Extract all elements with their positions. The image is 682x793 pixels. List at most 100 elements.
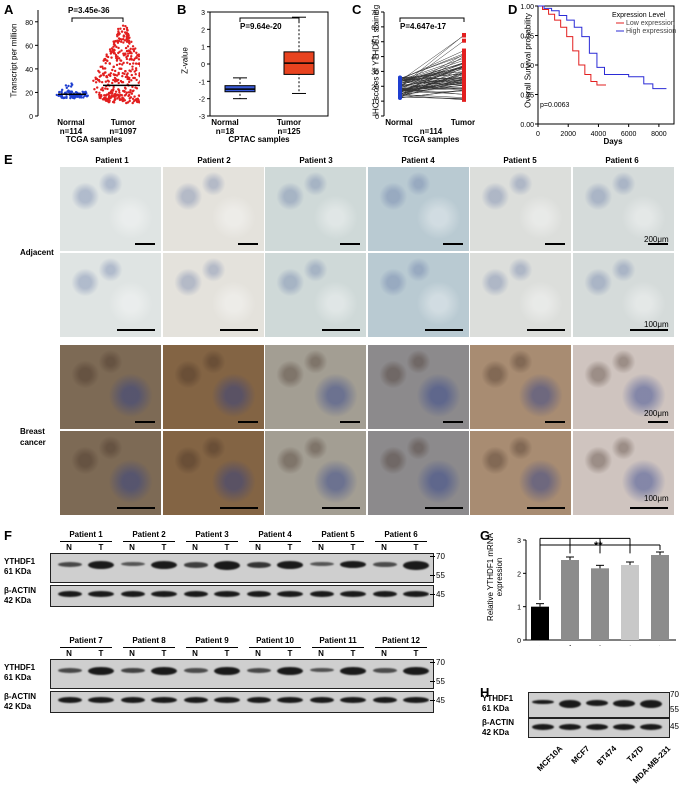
row-label-actin: β-ACTIN bbox=[4, 692, 36, 701]
a-tumor-point bbox=[124, 87, 126, 89]
a-tumor-point bbox=[95, 91, 97, 93]
band-ythdf1-t bbox=[151, 667, 177, 675]
a-normal-point bbox=[63, 96, 65, 98]
marker-tick bbox=[430, 681, 435, 682]
band-actin-n bbox=[184, 591, 208, 597]
lane-label-t: T bbox=[409, 649, 423, 658]
a-tumor-point bbox=[119, 63, 121, 65]
a-tumor-point bbox=[105, 76, 107, 78]
lane-label-n: N bbox=[62, 543, 76, 552]
a-tumor-point bbox=[111, 92, 113, 94]
band-ythdf1-t bbox=[277, 561, 303, 569]
band-actin-t bbox=[403, 697, 429, 703]
blot-patient-underline bbox=[60, 647, 112, 648]
a-tumor-point bbox=[120, 80, 122, 82]
a-tumor-point bbox=[108, 62, 110, 64]
a-tumor-point bbox=[99, 66, 101, 68]
g-bar bbox=[591, 568, 609, 640]
a-tumor-point bbox=[123, 28, 125, 30]
a-tumor-point bbox=[114, 93, 116, 95]
h-lane-label: MCF10A bbox=[516, 744, 565, 793]
lane-label-t: T bbox=[220, 649, 234, 658]
ihc-tile bbox=[163, 253, 264, 337]
a-tumor-point bbox=[122, 24, 124, 26]
ihc-tile bbox=[163, 431, 264, 515]
ihc-tile bbox=[470, 345, 571, 429]
a-sig-bracket bbox=[72, 18, 123, 22]
row-label-ythdf1: YTHDF1 bbox=[4, 663, 35, 672]
h-band-ythdf1 bbox=[640, 700, 662, 708]
c-ytick-label: 70 bbox=[371, 10, 379, 17]
a-tumor-point bbox=[117, 88, 119, 90]
a-tumor-point bbox=[134, 86, 136, 88]
c-ytick-label: 10 bbox=[371, 99, 379, 106]
g-bar bbox=[621, 565, 639, 640]
panel-c-xlabel: TCGA samples bbox=[386, 135, 476, 144]
ihc-tile bbox=[470, 253, 571, 337]
a-tumor-point bbox=[130, 55, 132, 57]
band-actin-t bbox=[340, 591, 366, 597]
a-tumor-point bbox=[115, 55, 117, 57]
marker-70: 70 bbox=[436, 552, 445, 561]
a-tumor-point bbox=[113, 74, 115, 76]
a-tumor-point bbox=[114, 77, 116, 79]
band-actin-n bbox=[310, 697, 334, 703]
band-actin-t bbox=[277, 697, 303, 703]
a-tumor-point bbox=[101, 81, 103, 83]
a-tumor-point bbox=[131, 102, 133, 104]
a-tumor-point bbox=[119, 28, 121, 30]
scale-bar bbox=[425, 329, 463, 331]
a-normal-point bbox=[71, 84, 73, 86]
h-band-actin bbox=[640, 724, 662, 730]
lane-label-n: N bbox=[314, 543, 328, 552]
marker-tick bbox=[430, 594, 435, 595]
a-tumor-point bbox=[105, 62, 107, 64]
h-row-label-actin-kda: 42 KDa bbox=[482, 728, 509, 737]
d-low-curve bbox=[538, 6, 606, 85]
a-tumor-point bbox=[135, 69, 137, 71]
marker-tick bbox=[430, 662, 435, 663]
ihc-tile bbox=[163, 345, 264, 429]
a-tumor-point bbox=[129, 91, 131, 93]
ihc-tile bbox=[368, 345, 469, 429]
a-tumor-point bbox=[120, 41, 122, 43]
a-tumor-point bbox=[123, 99, 125, 101]
a-tumor-point bbox=[123, 34, 125, 36]
blot-patient-underline bbox=[249, 647, 301, 648]
a-tumor-point bbox=[114, 70, 116, 72]
scale-200-bottom: 200μm bbox=[644, 409, 669, 418]
c-normal-point bbox=[398, 79, 402, 83]
a-tumor-point bbox=[129, 63, 131, 65]
blot-patient-underline bbox=[312, 541, 364, 542]
a-tumor-point bbox=[103, 74, 105, 76]
a-tumor-point bbox=[127, 45, 129, 47]
band-actin-t bbox=[214, 697, 240, 703]
blot-patient-underline bbox=[186, 647, 238, 648]
c-tumor-point bbox=[462, 33, 466, 37]
panel-d-legend-title: Expression Level bbox=[612, 12, 665, 19]
ihc-tile bbox=[60, 431, 161, 515]
a-tumor-point bbox=[109, 97, 111, 99]
row-label-ythdf1: YTHDF1 bbox=[4, 557, 35, 566]
marker-45: 45 bbox=[436, 590, 445, 599]
c-tumor-point bbox=[462, 54, 466, 58]
marker-55: 55 bbox=[436, 677, 445, 686]
band-actin-t bbox=[151, 697, 177, 703]
a-tumor-point bbox=[120, 68, 122, 70]
panel-c-tumor-label: Tumor bbox=[438, 118, 488, 127]
band-actin-n bbox=[121, 591, 145, 597]
a-tumor-point bbox=[126, 27, 128, 29]
a-tumor-point bbox=[127, 55, 129, 57]
g-bar bbox=[561, 560, 579, 640]
a-tumor-point bbox=[123, 73, 125, 75]
scale-bar bbox=[527, 329, 565, 331]
blot-patient-label: Patient 1 bbox=[56, 530, 116, 539]
band-ythdf1-t bbox=[88, 561, 114, 569]
band-actin-n bbox=[184, 697, 208, 703]
ihc-tile bbox=[368, 253, 469, 337]
a-normal-point bbox=[58, 91, 60, 93]
band-actin-n bbox=[310, 591, 334, 597]
a-tumor-point bbox=[117, 30, 119, 32]
a-tumor-point bbox=[126, 50, 128, 52]
c-normal-point bbox=[398, 88, 402, 92]
